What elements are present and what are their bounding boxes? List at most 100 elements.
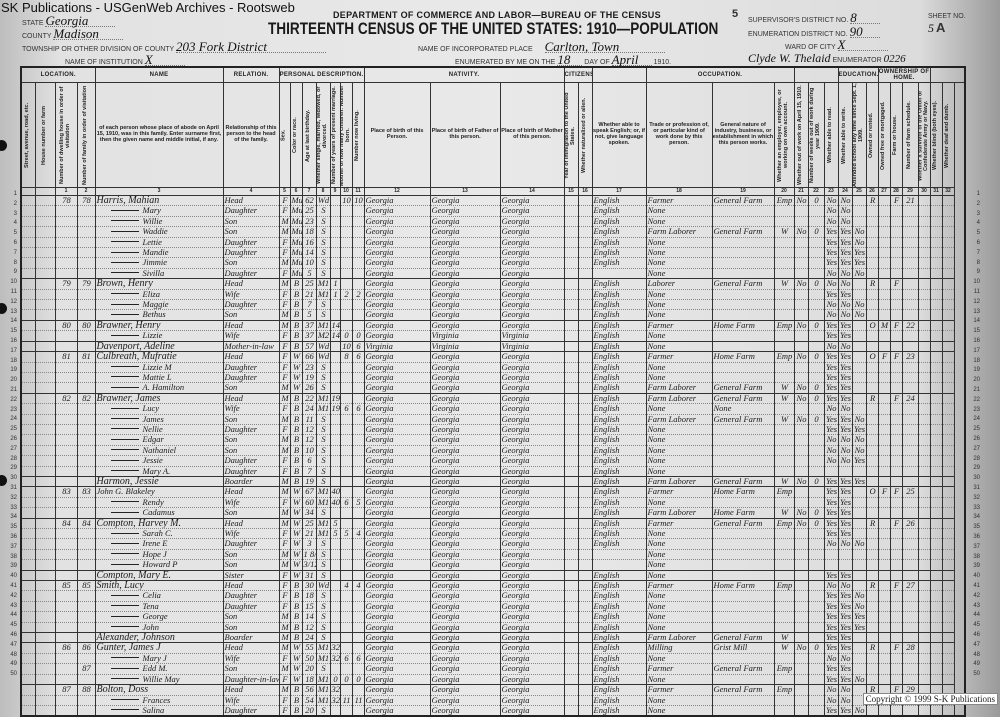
cell: English <box>592 205 647 217</box>
cell <box>866 674 879 686</box>
ditto-line <box>110 449 139 451</box>
line-number: 4 <box>13 220 17 227</box>
cell <box>866 424 879 436</box>
cell <box>21 653 36 665</box>
name-text: Smith, Lucy <box>96 580 144 591</box>
cell: S <box>316 309 331 321</box>
cell: No <box>794 319 809 332</box>
cell <box>794 674 809 686</box>
cell <box>21 622 36 634</box>
cell <box>564 247 579 259</box>
cell <box>918 362 931 373</box>
cell <box>35 642 56 654</box>
cell <box>930 663 943 675</box>
cell: F <box>890 392 903 405</box>
cell <box>578 205 593 217</box>
cell <box>930 486 943 498</box>
cell <box>890 372 903 384</box>
cell <box>77 705 96 717</box>
cell <box>808 289 825 301</box>
cell: English <box>592 319 647 332</box>
cell: No <box>838 299 853 311</box>
cell <box>774 466 795 477</box>
cell <box>712 590 775 602</box>
line-number: 31 <box>973 485 980 491</box>
cell <box>930 590 943 602</box>
cell <box>918 340 931 353</box>
cell: B <box>290 392 303 405</box>
cell: Georgia <box>364 309 431 321</box>
cell: No <box>794 642 809 654</box>
cell: Yes <box>824 257 839 269</box>
cell <box>918 590 931 602</box>
institution-label: Name of institution <box>65 59 143 66</box>
cell: Farm Laborer <box>646 226 713 238</box>
cell <box>21 309 36 321</box>
cell: Georgia <box>430 653 501 665</box>
line-number: 5 <box>976 230 980 237</box>
line-number: 9 <box>976 269 980 276</box>
line-number: 49 <box>10 661 17 668</box>
cell <box>564 549 579 561</box>
name-text: Lizzie <box>142 330 163 341</box>
name-text: Irene E <box>142 538 168 549</box>
cell <box>866 226 879 238</box>
cell <box>330 549 341 561</box>
cell <box>340 382 353 394</box>
cell: Mu <box>290 194 303 207</box>
cell: No <box>824 340 839 353</box>
cell: English <box>592 414 647 425</box>
cell <box>794 486 809 498</box>
person-name: John <box>95 622 224 634</box>
cell <box>35 569 56 582</box>
cell: Yes <box>824 569 839 582</box>
cell <box>712 497 775 509</box>
line-number: 40 <box>10 573 17 580</box>
cell <box>890 268 903 280</box>
cell: 85 <box>77 580 96 592</box>
cell: Georgia <box>500 497 565 509</box>
cell <box>930 528 943 540</box>
cell: 23 <box>302 362 317 373</box>
cell: Georgia <box>500 642 565 654</box>
cell <box>21 674 36 686</box>
cell: English <box>592 653 647 665</box>
cell: Georgia <box>500 434 565 446</box>
table-row: Bethus Son M B 5 S Georgia Georgia Georgia Englis… <box>21 309 965 321</box>
cell: Mu <box>290 205 303 217</box>
cell <box>774 424 795 436</box>
cell <box>578 216 593 228</box>
line-number: 12 <box>973 298 980 305</box>
person-name: Compton, Harvey M. <box>95 517 224 530</box>
cell <box>930 466 943 477</box>
cell: English <box>592 372 647 384</box>
cell <box>902 559 919 571</box>
cell: Yes <box>838 632 853 644</box>
cell <box>852 684 867 696</box>
cell <box>878 559 891 571</box>
line-number: 42 <box>973 592 980 599</box>
cell <box>824 559 839 571</box>
cell <box>352 663 365 675</box>
punch-hole <box>0 475 7 486</box>
cell <box>866 497 879 509</box>
cell: F <box>279 289 291 301</box>
person-name: Hope J <box>95 549 224 561</box>
ditto-line <box>110 563 139 565</box>
cell <box>852 663 867 675</box>
cell: S <box>316 569 331 582</box>
line-number: 27 <box>10 445 17 452</box>
cell: Georgia <box>364 372 431 384</box>
cell <box>852 486 867 498</box>
line-number: 2 <box>13 200 17 207</box>
cell: Daughter-in-law <box>223 674 280 686</box>
cell <box>890 663 903 675</box>
cell: Georgia <box>500 611 565 623</box>
person-name: Smith, Lucy <box>95 580 224 592</box>
cell: 24 <box>902 392 919 405</box>
cell: Boarder <box>223 475 280 488</box>
cell <box>808 497 825 509</box>
cell: None <box>646 622 713 634</box>
cell: Georgia <box>430 194 501 207</box>
cell <box>918 497 931 509</box>
